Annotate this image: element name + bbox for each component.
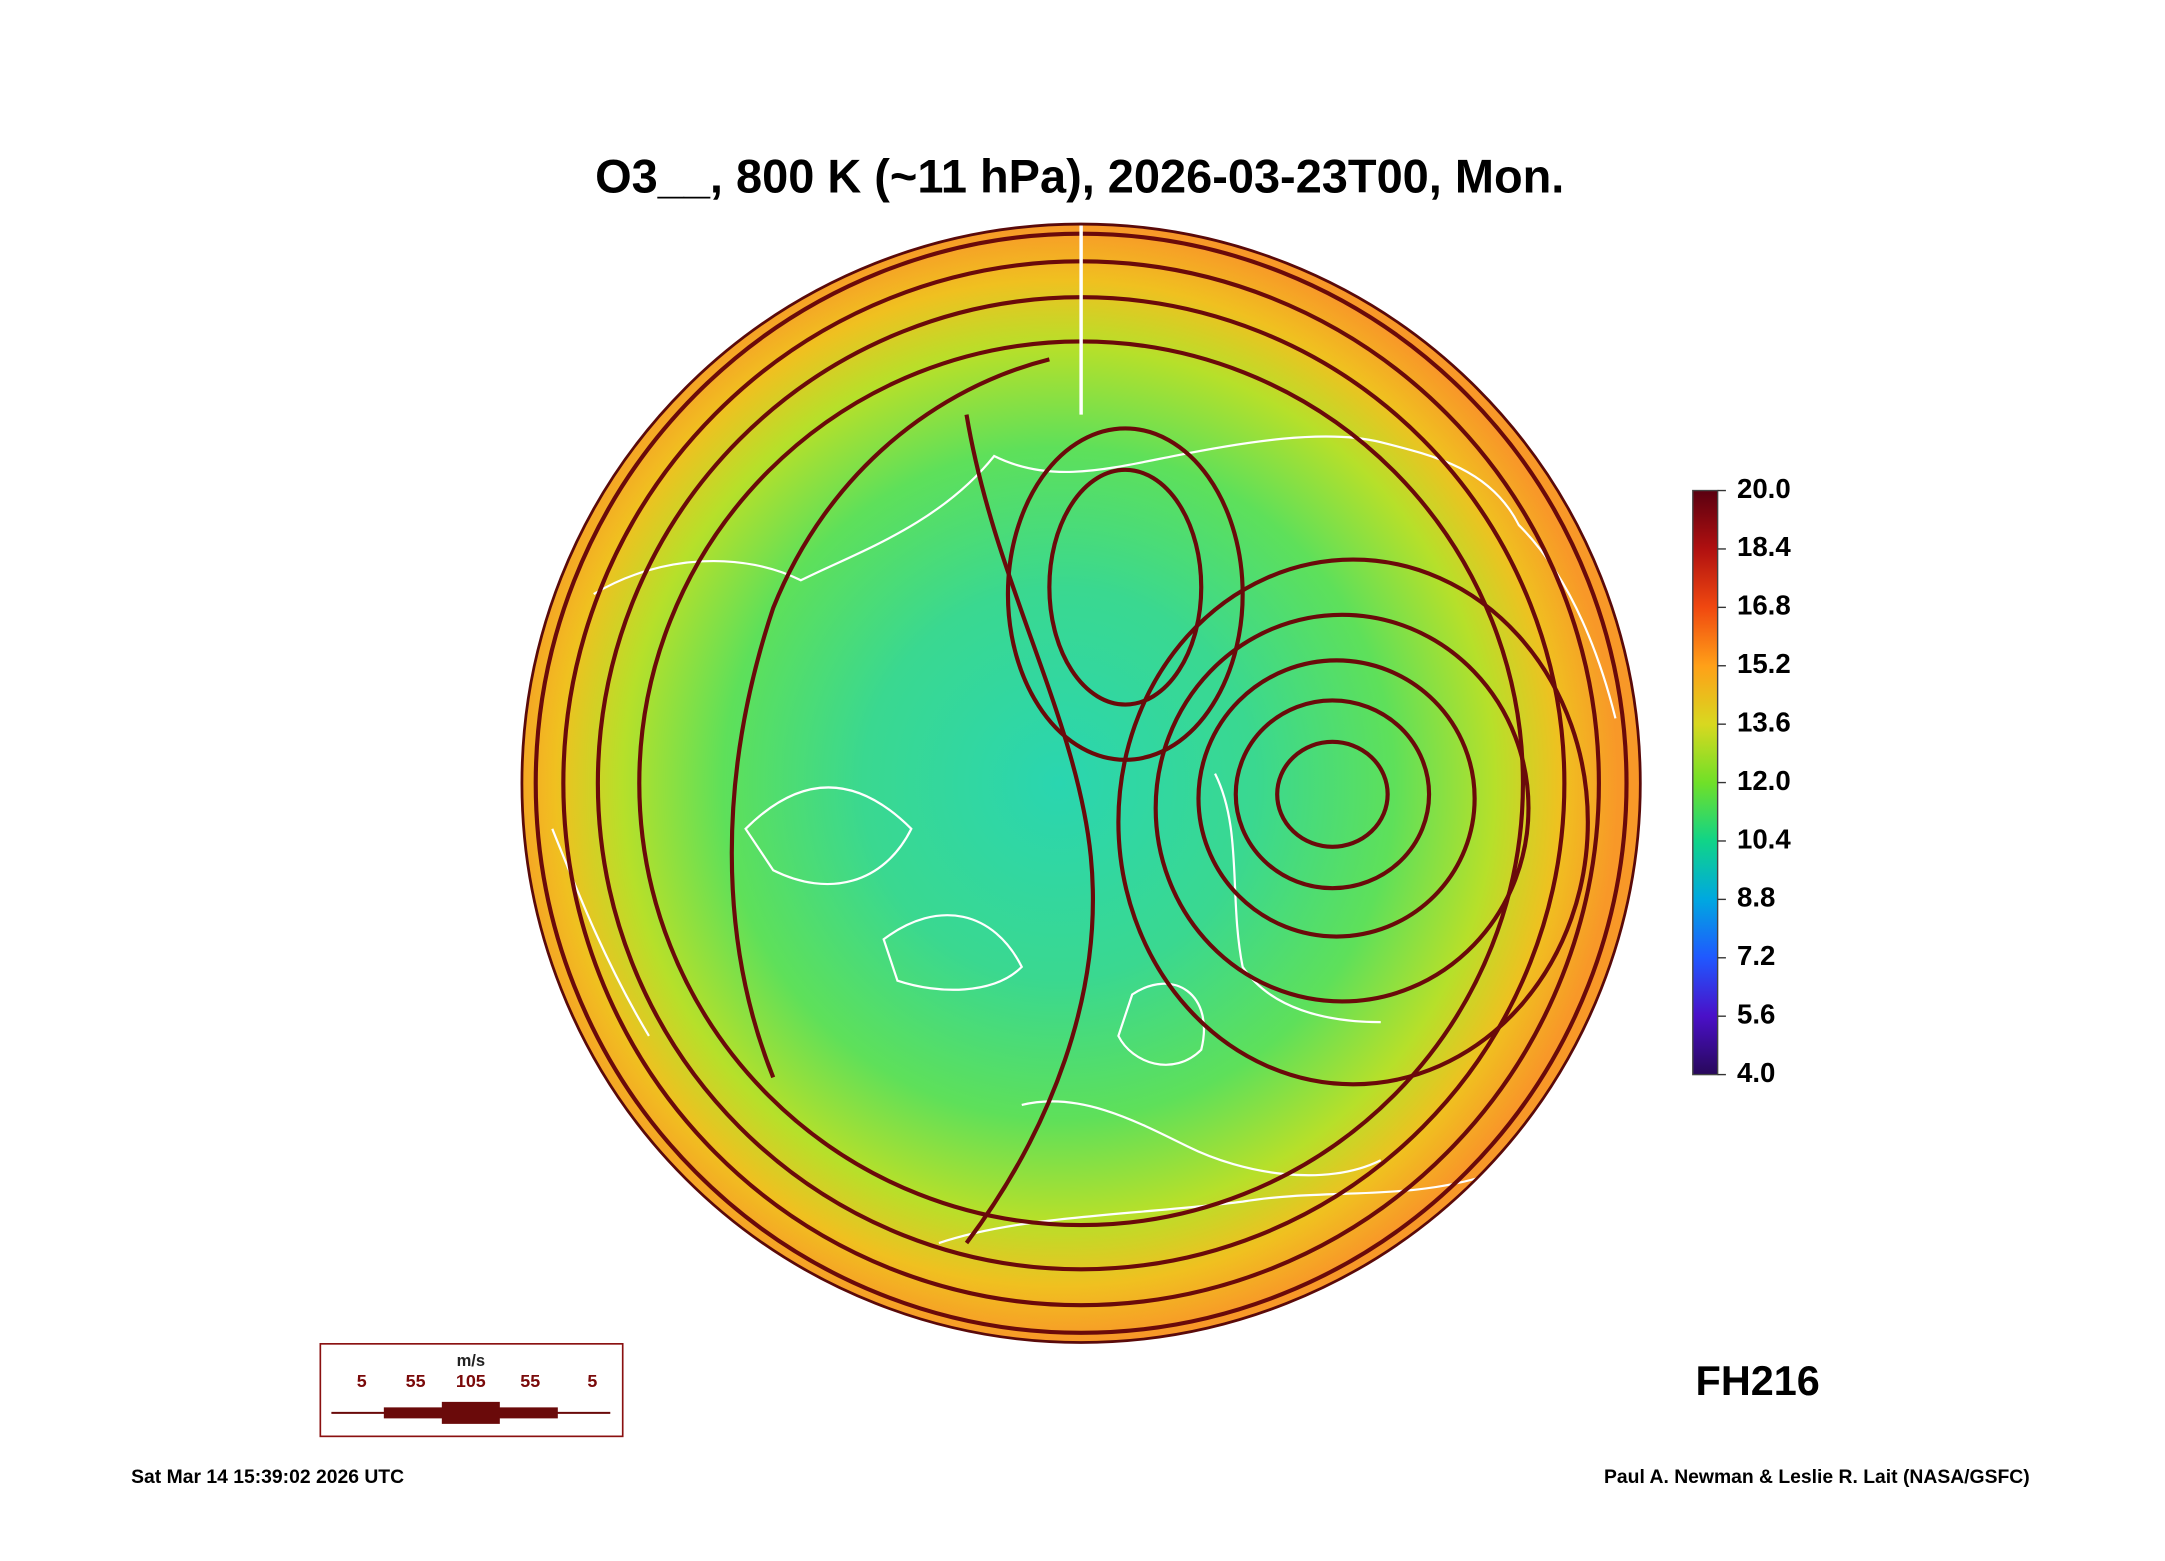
colorbar-tick-label: 20.0 xyxy=(1737,473,1791,504)
streamlines xyxy=(533,231,1629,1335)
colorbar-tick-label: 5.6 xyxy=(1737,998,1775,1029)
colorbar-tick-label: 10.4 xyxy=(1737,823,1791,854)
colorbar-tick-label: 13.6 xyxy=(1737,706,1791,737)
colorbar-tick-label: 8.8 xyxy=(1737,882,1775,913)
wind-legend-label: 5 xyxy=(587,1371,597,1391)
colorbar-tick-label: 18.4 xyxy=(1737,531,1791,562)
map-disk xyxy=(521,224,1641,1343)
colorbar-tick-label: 15.2 xyxy=(1737,648,1791,679)
colorbar: 20.0 18.4 16.8 15.2 13.6 12.0 10.4 8.8 7.2 5.6 4.0 xyxy=(1692,473,1791,1088)
forecast-hour: FH216 xyxy=(1696,1358,1820,1404)
credit: Paul A. Newman & Leslie R. Lait (NASA/GS… xyxy=(1604,1467,2030,1488)
title: O3__, 800 K (~11 hPa), 2026-03-23T00, Mo… xyxy=(595,150,1564,202)
wind-legend-label: 55 xyxy=(520,1371,540,1391)
wind-legend-label: 105 xyxy=(456,1371,486,1391)
map-overlay xyxy=(533,224,1629,1335)
wind-legend-label: 5 xyxy=(357,1371,367,1391)
wind-legend-label: 55 xyxy=(406,1371,426,1391)
colorbar-tick-label: 16.8 xyxy=(1737,590,1791,621)
colorbar-ramp xyxy=(1692,489,1719,1076)
wind-scale-bar xyxy=(383,1401,558,1424)
map-edge xyxy=(520,222,1642,1344)
wind-legend: m/s 5 55 105 55 5 xyxy=(319,1343,624,1438)
colorbar-tick-label: 12.0 xyxy=(1737,765,1791,796)
colorbar-tick-label: 7.2 xyxy=(1737,940,1775,971)
coastlines xyxy=(551,435,1617,1245)
wind-units: m/s xyxy=(457,1351,486,1370)
map xyxy=(520,222,1642,1344)
colorbar-tick-label: 4.0 xyxy=(1737,1057,1775,1088)
timestamp: Sat Mar 14 15:39:02 2026 UTC xyxy=(131,1467,404,1488)
